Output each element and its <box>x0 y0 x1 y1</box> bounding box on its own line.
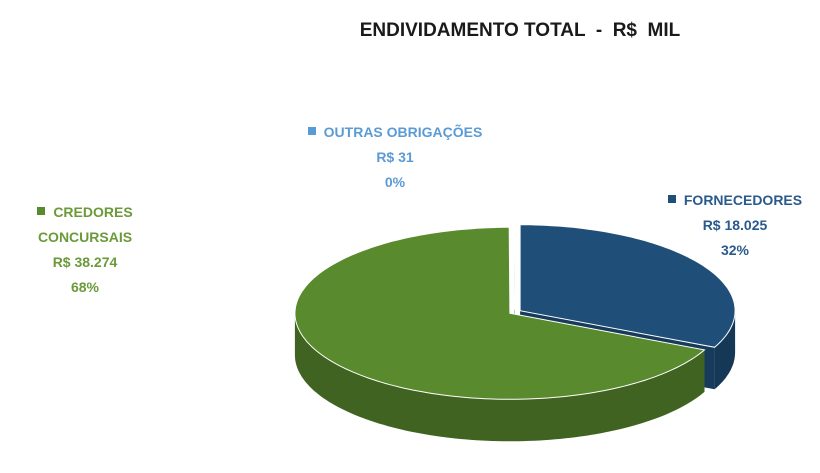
category-label: FORNECEDORES <box>683 192 803 208</box>
category-label: OUTRAS OBRIGAÇÕES <box>323 124 483 140</box>
value-label: R$ 31 <box>376 149 414 165</box>
legend-marker <box>667 195 676 203</box>
slice <box>294 226 706 400</box>
slice-side <box>294 313 705 442</box>
percentage-label: 32% <box>720 242 750 258</box>
chart-title: ENDIVIDAMENTO TOTAL - R$ MIL <box>359 20 681 41</box>
percentage-label: 68% <box>70 279 100 295</box>
label-category-line: OUTRAS OBRIGAÇÕES <box>270 120 520 145</box>
slice <box>519 224 736 348</box>
value-label: R$ 38.274 <box>52 254 118 270</box>
legend-marker <box>307 127 316 135</box>
percentage-label: 0% <box>384 174 406 190</box>
label-category-line: CREDORES CONCURSAIS <box>20 200 150 250</box>
value-label: R$ 18.025 <box>702 217 768 233</box>
data-label: CREDORES CONCURSAIS R$ 38.274 68% <box>20 200 150 300</box>
label-category-line: FORNECEDORES <box>655 188 815 213</box>
category-label: CREDORES CONCURSAIS <box>37 204 133 245</box>
data-label: OUTRAS OBRIGAÇÕES R$ 31 0% <box>270 120 520 195</box>
slice <box>513 223 516 310</box>
data-label: FORNECEDORES R$ 18.025 32% <box>655 188 815 263</box>
legend-marker <box>37 207 46 215</box>
